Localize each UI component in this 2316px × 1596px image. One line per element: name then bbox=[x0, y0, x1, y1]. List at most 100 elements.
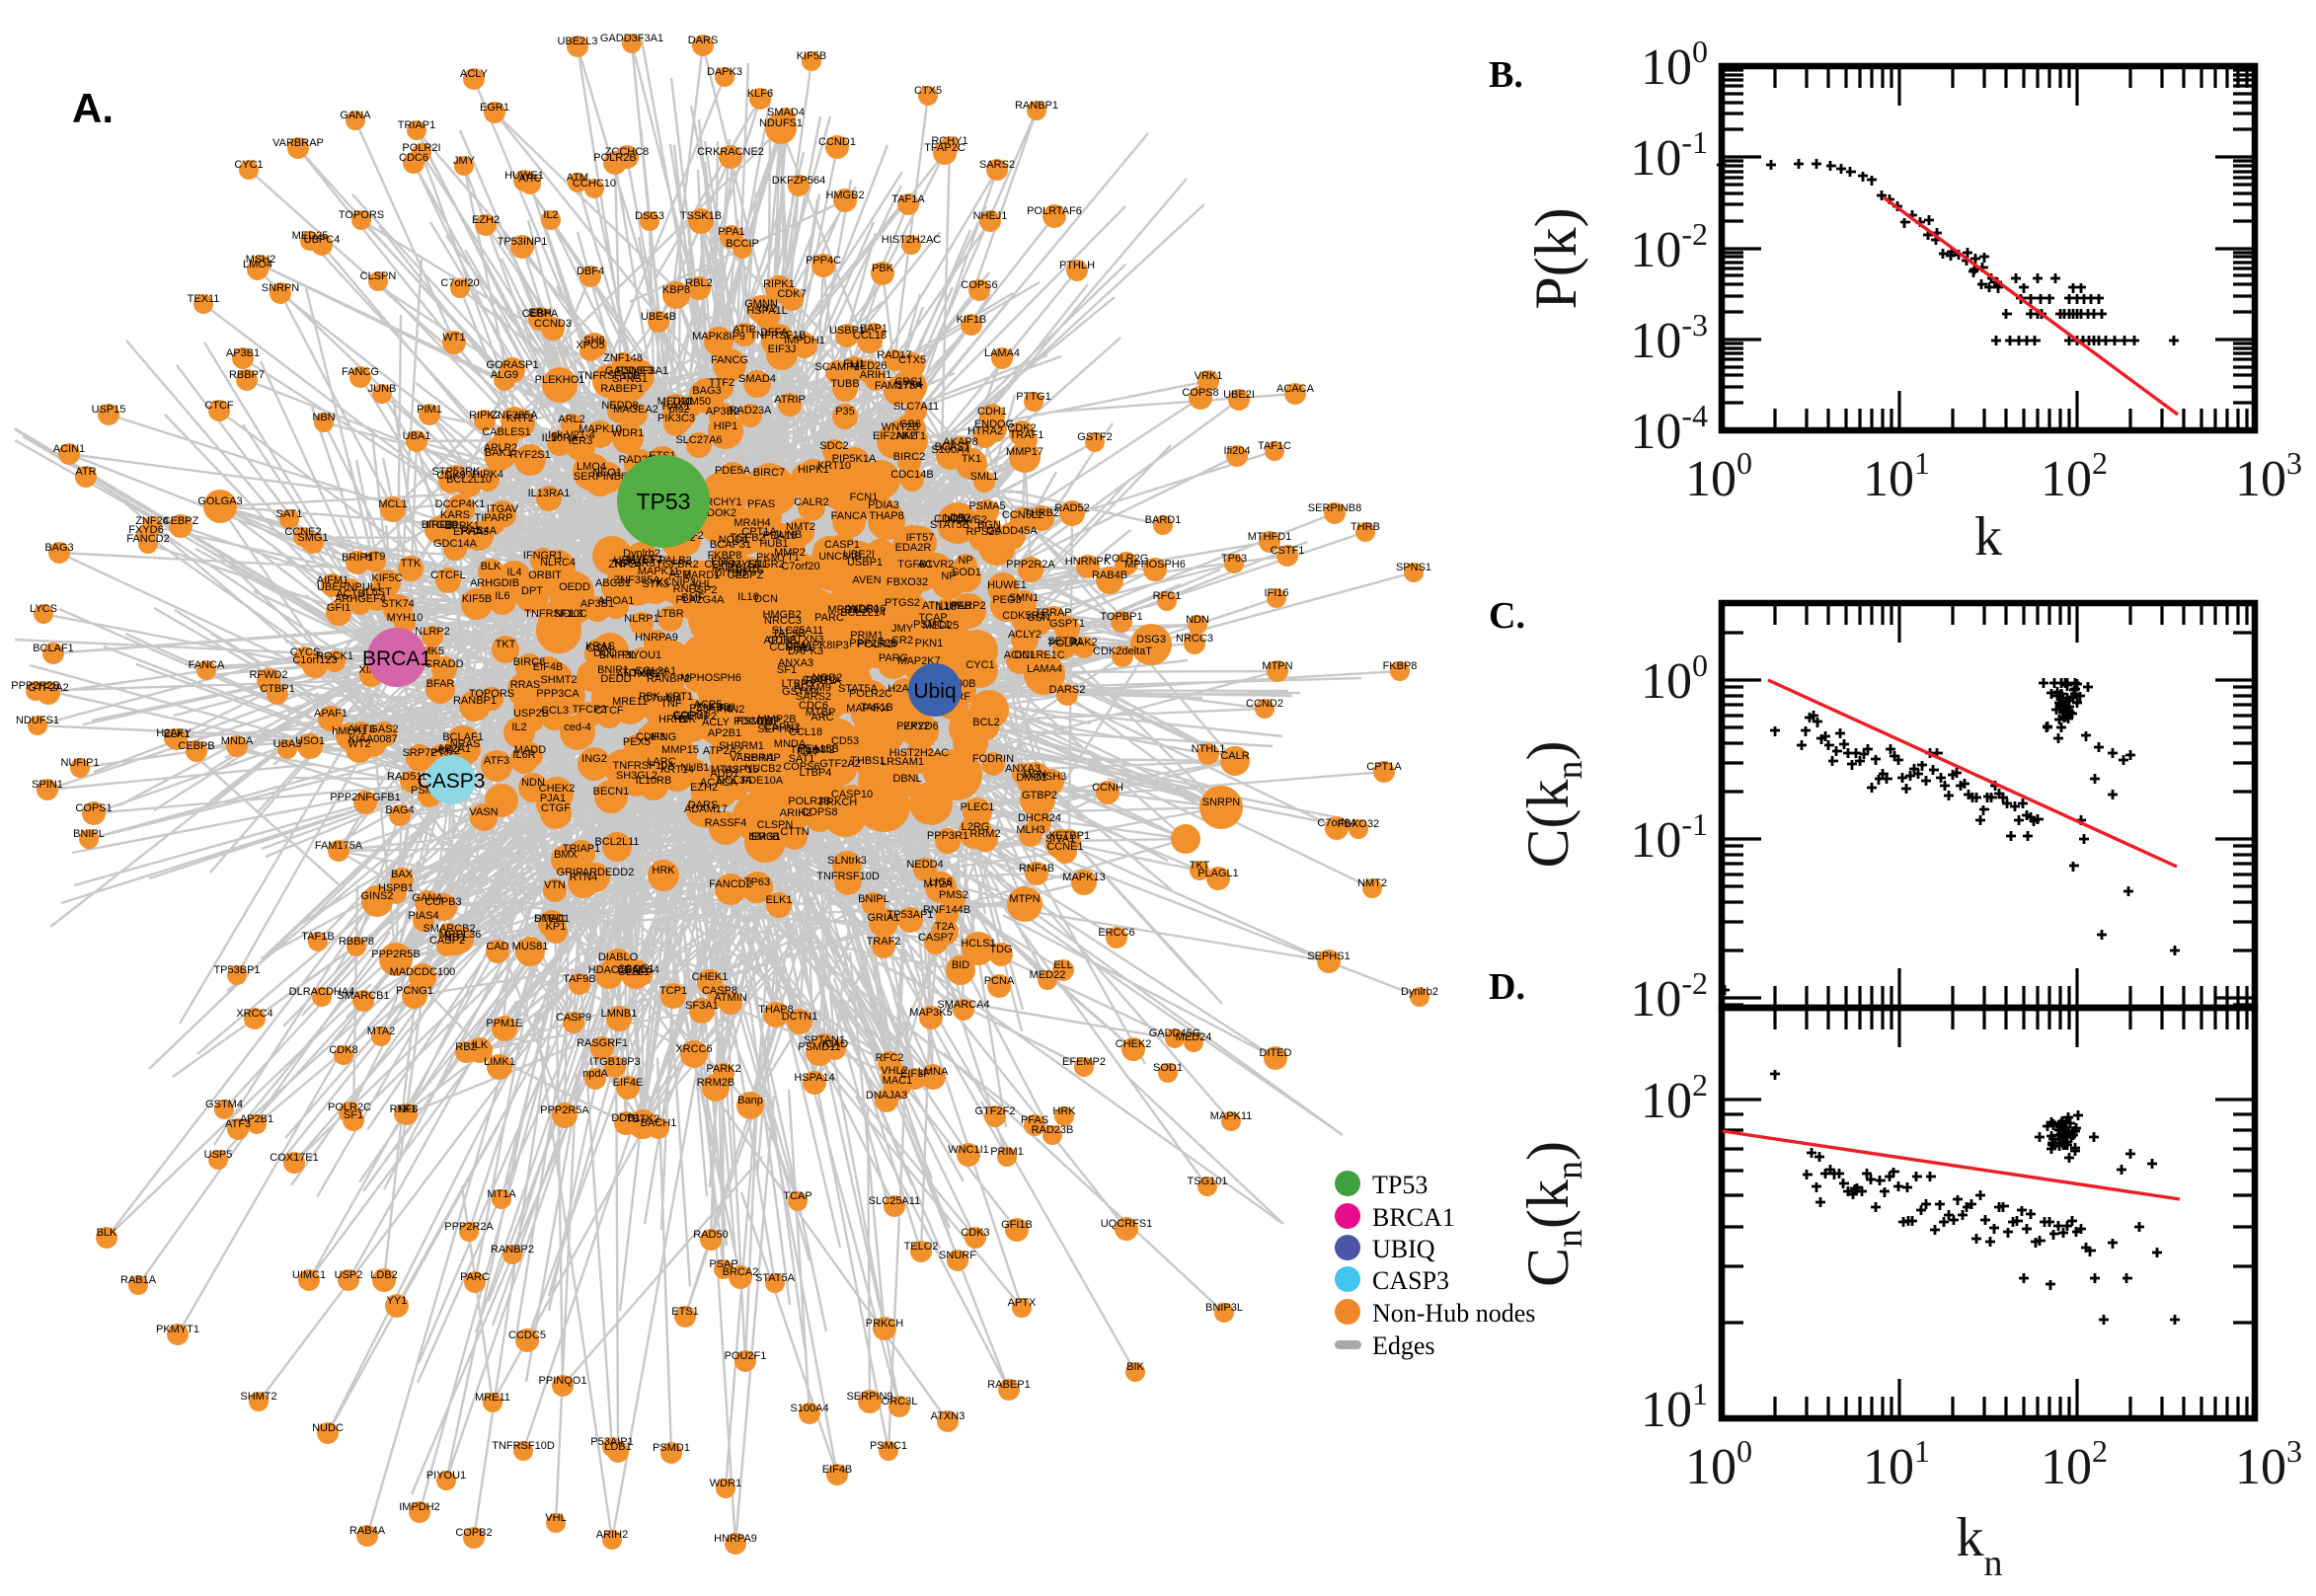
svg-text:MPHOSPH6: MPHOSPH6 bbox=[1124, 559, 1186, 570]
svg-text:SETD1: SETD1 bbox=[1047, 636, 1082, 647]
svg-text:FXYD6: FXYD6 bbox=[128, 524, 163, 536]
svg-text:PPP2NFGFB1: PPP2NFGFB1 bbox=[330, 792, 401, 803]
svg-text:D.: D. bbox=[1489, 966, 1525, 1008]
svg-text:NOD2: NOD2 bbox=[812, 672, 843, 684]
svg-text:FAM173A: FAM173A bbox=[875, 380, 923, 392]
svg-text:Dynlrb2: Dynlrb2 bbox=[623, 548, 660, 560]
svg-text:POLR2B: POLR2B bbox=[788, 796, 830, 807]
svg-text:SPNS1: SPNS1 bbox=[612, 373, 648, 385]
svg-text:UNC84B: UNC84B bbox=[818, 551, 861, 563]
svg-text:BECN1: BECN1 bbox=[593, 786, 630, 798]
svg-text:LYCS: LYCS bbox=[30, 603, 57, 615]
svg-text:PPP2R5B: PPP2R5B bbox=[371, 949, 421, 960]
svg-text:CDC5L: CDC5L bbox=[934, 513, 969, 525]
svg-text:HRH1: HRH1 bbox=[658, 714, 688, 725]
svg-text:BCL2L11: BCL2L11 bbox=[594, 836, 639, 848]
svg-text:ZCCHC8: ZCCHC8 bbox=[605, 146, 650, 158]
svg-text:KRT2: KRT2 bbox=[506, 413, 534, 424]
svg-text:BIK: BIK bbox=[1126, 1361, 1144, 1373]
svg-text:ZNF385A: ZNF385A bbox=[491, 410, 538, 421]
svg-text:RCHY1: RCHY1 bbox=[931, 135, 967, 147]
svg-text:THAP8: THAP8 bbox=[758, 1004, 793, 1016]
svg-text:BRCA2: BRCA2 bbox=[723, 1266, 759, 1278]
svg-text:TIPARP: TIPARP bbox=[475, 512, 513, 524]
svg-text:CDH1: CDH1 bbox=[977, 406, 1007, 418]
svg-text:TEX11: TEX11 bbox=[188, 293, 220, 305]
svg-text:IL4: IL4 bbox=[506, 567, 521, 578]
svg-text:MMP2: MMP2 bbox=[774, 547, 806, 559]
svg-text:PRIM1: PRIM1 bbox=[990, 1146, 1024, 1158]
svg-text:TRIAP1: TRIAP1 bbox=[398, 119, 436, 131]
svg-text:TUBB: TUBB bbox=[830, 378, 859, 390]
svg-text:GANA: GANA bbox=[412, 892, 443, 904]
svg-text:TAF1B: TAF1B bbox=[301, 931, 334, 943]
svg-text:CAD: CAD bbox=[486, 941, 508, 952]
svg-text:NRCC3: NRCC3 bbox=[1176, 633, 1213, 645]
svg-text:ATRIP: ATRIP bbox=[774, 394, 806, 406]
svg-text:TSG101: TSG101 bbox=[1188, 1176, 1228, 1187]
svg-text:TDG: TDG bbox=[989, 944, 1012, 955]
svg-text:TNFRSF10B: TNFRSF10B bbox=[579, 370, 641, 382]
svg-text:BCL2L14: BCL2L14 bbox=[840, 607, 886, 619]
svg-text:PBK: PBK bbox=[872, 263, 894, 274]
svg-text:NEDD4: NEDD4 bbox=[906, 859, 943, 871]
svg-text:CCND1: CCND1 bbox=[818, 136, 856, 148]
svg-text:MT1A: MT1A bbox=[487, 1188, 516, 1200]
svg-text:USBP1: USBP1 bbox=[847, 557, 883, 569]
svg-text:LIMK1: LIMK1 bbox=[484, 1056, 515, 1068]
svg-text:TIMM50: TIMM50 bbox=[671, 396, 711, 408]
svg-text:IMPDH1: IMPDH1 bbox=[784, 335, 825, 346]
svg-text:TK1: TK1 bbox=[962, 453, 981, 465]
svg-text:LDB2: LDB2 bbox=[944, 512, 971, 524]
svg-text:IFNG: IFNG bbox=[651, 731, 676, 743]
svg-text:DNAJA3: DNAJA3 bbox=[866, 1090, 907, 1102]
svg-text:MAPK11: MAPK11 bbox=[1210, 1110, 1253, 1122]
svg-text:BAG3: BAG3 bbox=[692, 385, 721, 397]
svg-text:HUWE2: HUWE2 bbox=[948, 514, 987, 526]
svg-text:JMY: JMY bbox=[453, 155, 476, 167]
svg-text:MED25: MED25 bbox=[292, 230, 329, 242]
svg-text:PSAP: PSAP bbox=[709, 1258, 737, 1270]
svg-text:MAPK13: MAPK13 bbox=[1062, 872, 1105, 883]
svg-text:GFI1B: GFI1B bbox=[1001, 1219, 1033, 1231]
svg-text:ATIP: ATIP bbox=[733, 324, 756, 336]
svg-text:CASP9: CASP9 bbox=[556, 1012, 591, 1024]
svg-text:XETBP1: XETBP1 bbox=[1048, 830, 1090, 842]
svg-text:PPP3CA: PPP3CA bbox=[536, 688, 579, 700]
svg-text:VARBRAP: VARBRAP bbox=[730, 752, 781, 764]
svg-text:KP1: KP1 bbox=[546, 921, 567, 933]
svg-text:APTX: APTX bbox=[1008, 1297, 1037, 1309]
svg-text:CDK3: CDK3 bbox=[767, 635, 796, 646]
svg-text:PSMC1: PSMC1 bbox=[870, 1440, 907, 1452]
svg-text:CYCS: CYCS bbox=[290, 646, 321, 658]
svg-text:PLEC1: PLEC1 bbox=[961, 801, 995, 813]
svg-text:ITGB18P3: ITGB18P3 bbox=[589, 1056, 640, 1068]
svg-text:TKT: TKT bbox=[1190, 860, 1210, 872]
svg-text:MSN: MSN bbox=[1023, 769, 1047, 781]
svg-text:PKMYT1: PKMYT1 bbox=[756, 552, 800, 564]
svg-text:ADAM17: ADAM17 bbox=[684, 803, 728, 815]
svg-text:TCP1: TCP1 bbox=[659, 985, 687, 997]
svg-text:COPS8: COPS8 bbox=[801, 806, 837, 818]
svg-text:COPS8: COPS8 bbox=[1182, 387, 1218, 399]
svg-text:SDC2: SDC2 bbox=[819, 440, 848, 452]
svg-text:STK3: STK3 bbox=[642, 578, 669, 590]
svg-text:GSTF2: GSTF2 bbox=[1077, 431, 1112, 443]
svg-text:RNF8: RNF8 bbox=[390, 1103, 419, 1115]
svg-text:UBE2L3: UBE2L3 bbox=[614, 555, 655, 567]
svg-text:TRRAP: TRRAP bbox=[1035, 607, 1071, 619]
svg-text:STP53RK: STP53RK bbox=[432, 466, 482, 478]
svg-text:LTBP4: LTBP4 bbox=[800, 767, 832, 779]
svg-text:PALB2: PALB2 bbox=[658, 555, 691, 567]
svg-text:GORASP1: GORASP1 bbox=[486, 359, 538, 371]
svg-text:BAX: BAX bbox=[391, 869, 414, 880]
svg-text:PCNG1: PCNG1 bbox=[396, 985, 433, 997]
svg-text:AKAP8: AKAP8 bbox=[943, 436, 977, 448]
svg-text:VTN: VTN bbox=[544, 879, 566, 891]
svg-text:S100A4: S100A4 bbox=[931, 444, 969, 456]
svg-text:BCCIP: BCCIP bbox=[726, 238, 759, 250]
svg-text:CASP10: CASP10 bbox=[831, 789, 873, 800]
svg-text:ENG: ENG bbox=[711, 556, 734, 568]
svg-text:IFT57: IFT57 bbox=[906, 532, 935, 544]
svg-text:HSPB1: HSPB1 bbox=[378, 882, 414, 894]
